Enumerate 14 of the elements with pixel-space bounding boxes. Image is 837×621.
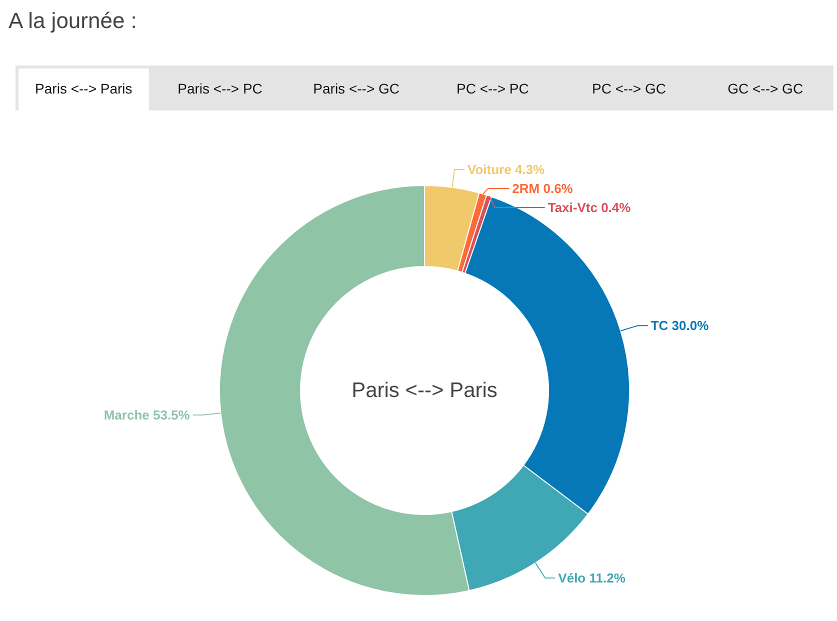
slice-label: Voiture 4.3% [468, 162, 546, 178]
text: GC <--> GC [728, 80, 804, 96]
text: PC <--> PC [456, 80, 529, 96]
chart-title: A la journée : [8, 8, 137, 33]
slice-label: 2RM 0.6% [512, 181, 574, 196]
text: Paris <--> PC [178, 80, 262, 96]
text: PC <--> GC [592, 80, 666, 96]
slice-label: TC 30.0% [650, 318, 710, 334]
text: Paris <--> Paris [35, 80, 132, 96]
slice-label: Vélo 11.2% [558, 570, 626, 586]
text: Paris <--> Paris [352, 379, 498, 402]
text: Paris <--> GC [313, 80, 400, 96]
slice-label: Taxi-Vtc 0.4% [548, 200, 632, 216]
slice-label: Marche 53.5% [104, 407, 190, 422]
